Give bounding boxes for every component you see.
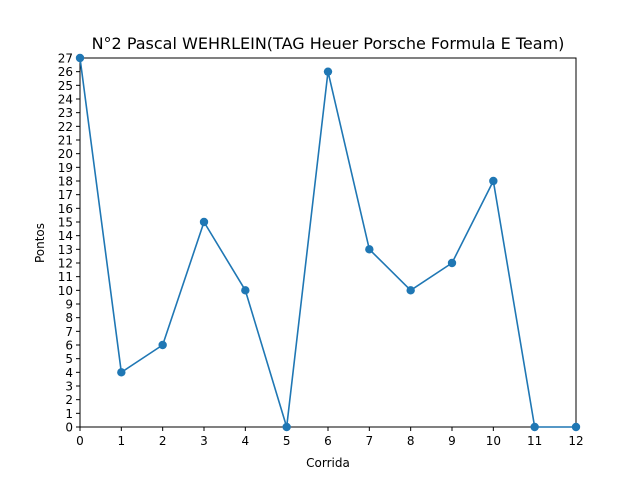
y-tick-label: 16 (58, 202, 73, 216)
y-tick-label: 1 (65, 407, 73, 421)
y-tick-label: 11 (58, 270, 73, 284)
data-point (406, 286, 415, 295)
y-tick-label: 19 (58, 161, 73, 175)
data-point (447, 258, 457, 268)
y-tick-label: 25 (58, 79, 73, 93)
y-tick-label: 5 (65, 352, 73, 366)
y-tick-label: 10 (58, 284, 73, 298)
y-tick-label: 17 (58, 188, 73, 202)
data-point (241, 286, 250, 295)
y-tick-label: 3 (65, 380, 73, 394)
data-point (158, 340, 167, 350)
y-tick-label: 24 (58, 93, 73, 107)
chart-title: N°2 Pascal WEHRLEIN(TAG Heuer Porsche Fo… (92, 34, 565, 53)
y-tick-label: 23 (58, 106, 73, 120)
x-tick-label: 7 (366, 434, 374, 448)
y-tick-label: 22 (58, 120, 73, 134)
x-tick-label: 11 (527, 434, 542, 448)
x-tick-label: 8 (407, 434, 415, 448)
data-point (75, 53, 85, 63)
x-tick-label: 0 (76, 434, 84, 448)
y-tick-label: 0 (65, 421, 73, 435)
y-tick-label: 21 (58, 134, 73, 148)
y-axis-label: Pontos (33, 223, 47, 263)
plot-area (79, 57, 577, 428)
y-tick-label: 13 (58, 243, 73, 257)
series-layer (75, 53, 581, 432)
data-point (365, 245, 374, 254)
x-tick-label: 2 (159, 434, 167, 448)
x-tick-label: 1 (118, 434, 126, 448)
y-tick-label: 18 (58, 175, 73, 189)
y-tick-label: 2 (65, 393, 73, 407)
data-point (530, 422, 539, 432)
y-tick-label: 14 (58, 229, 73, 243)
y-tick-label: 12 (58, 257, 73, 271)
data-point (117, 368, 126, 377)
x-tick-label: 4 (242, 434, 250, 448)
y-tick-label: 4 (65, 366, 73, 380)
x-tick-label: 6 (324, 434, 332, 448)
data-point (489, 176, 498, 186)
x-axis: 0 1 2 3 4 5 6 7 8 9 10 11 12 (76, 427, 584, 448)
y-tick-label: 6 (65, 339, 73, 353)
y-tick-label: 15 (58, 216, 73, 230)
y-axis: 0123456789101112131415161718192021222324… (58, 52, 80, 435)
data-point (571, 422, 581, 432)
data-point (323, 67, 333, 76)
x-tick-label: 3 (200, 434, 208, 448)
data-point (199, 217, 209, 227)
plot-frame (79, 57, 577, 428)
y-tick-label: 7 (65, 325, 73, 339)
y-tick-label: 27 (58, 52, 73, 66)
series-line (79, 57, 576, 428)
x-tick-label: 10 (486, 434, 501, 448)
data-point (282, 422, 291, 432)
y-tick-label: 26 (58, 65, 73, 79)
x-tick-label: 12 (568, 434, 583, 448)
y-tick-label: 9 (65, 298, 73, 312)
x-tick-label: 9 (448, 434, 456, 448)
x-axis-label: Corrida (306, 456, 350, 470)
x-tick-label: 5 (283, 434, 291, 448)
y-tick-label: 8 (65, 311, 73, 325)
y-tick-label: 20 (58, 147, 73, 161)
